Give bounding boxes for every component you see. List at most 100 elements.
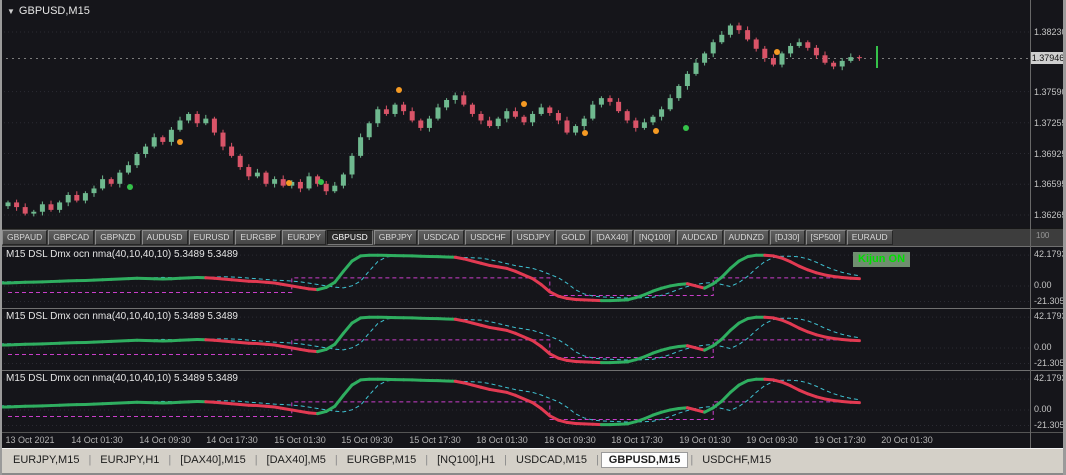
- symbol-tab-gbpusd[interactable]: GBPUSD: [326, 230, 373, 245]
- oscillator-segment: [531, 401, 543, 410]
- signal-line: [0, 379, 860, 423]
- chart-tab-eurjpy-m15[interactable]: EURJPY,M15: [13, 454, 80, 466]
- main-chart[interactable]: ▼ GBPUSD,M15 1.38230 1.37590 1.37255 1.36925…: [0, 0, 1066, 228]
- time-axis-label: 14 Oct 09:30: [139, 435, 191, 445]
- indicator-canvas[interactable]: [0, 371, 1030, 433]
- candles-layer: [5, 22, 862, 217]
- chart-tab-eurjpy-h1[interactable]: EURJPY,H1: [100, 454, 160, 466]
- signal-dot: [582, 130, 588, 136]
- oscillator-segment: [703, 282, 715, 290]
- signal-dot: [653, 128, 659, 134]
- oscillator-segment: [531, 277, 543, 286]
- indicator-axis-label: 42.1793: [1034, 249, 1066, 260]
- oscillator-segment: [806, 268, 818, 275]
- symbol-tab-usdchf[interactable]: USDCHF: [465, 230, 511, 245]
- symbol-tab-sp500[interactable]: [SP500]: [805, 230, 846, 245]
- oscillator-segment: [651, 286, 664, 293]
- time-axis-label: 18 Oct 17:30: [611, 435, 663, 445]
- price-axis-label: 1.38230: [1034, 27, 1066, 37]
- indicator-canvas[interactable]: [0, 309, 1030, 371]
- oscillator-segment: [350, 316, 363, 325]
- chart-tab--dax40--m15[interactable]: [DAX40],M15: [180, 454, 246, 466]
- window-separator[interactable]: [0, 308, 1066, 309]
- symbol-tabs-row: GBPAUD GBPCAD GBPNZD AUDUSD EURUSD EURGBP EURJ…: [0, 228, 1066, 246]
- oscillator-segment: [548, 352, 560, 360]
- oscillator-segment: [642, 413, 655, 421]
- symbol-tab-gold[interactable]: GOLD: [556, 230, 591, 245]
- oscillator-segment: [789, 384, 801, 392]
- symbol-tab-eurusd[interactable]: EURUSD: [188, 230, 235, 245]
- oscillator-segment: [789, 260, 801, 268]
- signal-line: [0, 317, 860, 361]
- symbol-tab-eurgbp[interactable]: EURGBP: [235, 230, 282, 245]
- symbol-tab-gbpjpy[interactable]: GBPJPY: [373, 230, 418, 245]
- oscillator-segment: [711, 399, 724, 410]
- price-axis-label: 1.37255: [1034, 117, 1066, 128]
- indicator-label: M15 DSL Dmx ocn nma(40,10,40,10) 5.3489 …: [6, 311, 238, 322]
- signal-dot: [683, 125, 689, 131]
- kijun-badge[interactable]: Kijun ON: [853, 252, 911, 267]
- oscillator-segment: [728, 321, 741, 332]
- dsl-line: [8, 401, 860, 420]
- signal-dot: [177, 139, 183, 145]
- symbol-tab-eurjpy[interactable]: EURJPY: [282, 230, 326, 245]
- symbol-tab-audusd[interactable]: AUDUSD: [141, 230, 188, 245]
- window-separator[interactable]: [0, 370, 1066, 371]
- chart-tab-gbpusd-m15[interactable]: GBPUSD,M15: [600, 452, 689, 468]
- symbol-tabs: GBPAUD GBPCAD GBPNZD AUDUSD EURUSD EURGBP EURJ…: [2, 230, 1066, 245]
- oscillator-segment: [522, 335, 535, 343]
- time-axis-label: 19 Oct 01:30: [679, 435, 731, 445]
- symbol-tab-gbpnzd[interactable]: GBPNZD: [95, 230, 141, 245]
- chart-tab--nq100--h1[interactable]: [NQ100],H1: [437, 454, 496, 466]
- chart-symbol-label: ▼ GBPUSD,M15: [7, 5, 90, 17]
- axis-divider: [1030, 0, 1031, 448]
- indicator-axis-label: -21.3052: [1034, 357, 1066, 368]
- oscillator-segment: [806, 392, 818, 399]
- symbol-tab-audcad[interactable]: AUDCAD: [676, 230, 723, 245]
- window-separator[interactable]: [0, 246, 1066, 247]
- time-axis[interactable]: 13 Oct 2021 14 Oct 01:30 14 Oct 09:30 14 Oc…: [0, 432, 1066, 448]
- oscillator-segment: [642, 351, 655, 359]
- dsl-line: [8, 277, 860, 296]
- oscillator-segment: [531, 339, 543, 348]
- oscillator-segment: [539, 282, 552, 294]
- chart-tab-usdcad-m15[interactable]: USDCAD,M15: [516, 454, 587, 466]
- indicator-canvas[interactable]: [0, 247, 1030, 309]
- chart-tab-usdchf-m15[interactable]: USDCHF,M15: [702, 454, 772, 466]
- time-axis-label: 18 Oct 09:30: [544, 435, 596, 445]
- symbol-tab-usdjpy[interactable]: USDJPY: [511, 230, 556, 245]
- price-axis-label: 1.36595: [1034, 179, 1066, 190]
- time-axis-label: 15 Oct 17:30: [409, 435, 461, 445]
- oscillator-segment: [341, 383, 354, 397]
- chart-symbol-text: GBPUSD,M15: [18, 5, 90, 17]
- symbol-tab-audnzd[interactable]: AUDNZD: [723, 230, 769, 245]
- symbol-tab-usdcad[interactable]: USDCAD: [418, 230, 465, 245]
- indicator-axis-label: -21.3052: [1034, 295, 1066, 306]
- oscillator-segment: [720, 266, 732, 279]
- oscillator-segment: [651, 348, 664, 355]
- tab-separator: |: [504, 454, 508, 466]
- collapse-triangle-icon[interactable]: ▼: [7, 7, 15, 16]
- tab-separator: |: [168, 454, 172, 466]
- indicator-axis-label: 42.1793: [1034, 373, 1066, 384]
- symbol-tab-gbpaud[interactable]: GBPAUD: [2, 230, 48, 245]
- oscillator-segment: [728, 259, 741, 270]
- oscillator-segment: [324, 280, 337, 289]
- symbol-tab-gbpcad[interactable]: GBPCAD: [48, 230, 95, 245]
- oscillator-segment: [324, 404, 337, 413]
- oscillator-segment: [642, 289, 655, 297]
- indicator-label: M15 DSL Dmx ocn nma(40,10,40,10) 5.3489 …: [6, 373, 238, 384]
- indicator-panel-3: M15 DSL Dmx ocn nma(40,10,40,10) 5.3489 …: [0, 370, 1066, 432]
- symbol-tab-dj30[interactable]: [DJ30]: [769, 230, 805, 245]
- chart-tab-eurgbp-m15[interactable]: EURGBP,M15: [346, 454, 417, 466]
- oscillator-segment: [711, 337, 724, 348]
- symbol-tab-nq100[interactable]: [NQ100]: [633, 230, 676, 245]
- signal-dot: [396, 87, 402, 93]
- symbol-tab-dax40[interactable]: [DAX40]: [591, 230, 633, 245]
- symbol-tab-euraud[interactable]: EURAUD: [846, 230, 893, 245]
- price-gridlines: [0, 31, 1030, 216]
- chart-tab--dax40--m5[interactable]: [DAX40],M5: [266, 454, 326, 466]
- signal-dot: [521, 101, 527, 107]
- indicator-panels: M15 DSL Dmx ocn nma(40,10,40,10) 5.3489 …: [0, 246, 1066, 432]
- main-chart-canvas[interactable]: [0, 0, 1030, 228]
